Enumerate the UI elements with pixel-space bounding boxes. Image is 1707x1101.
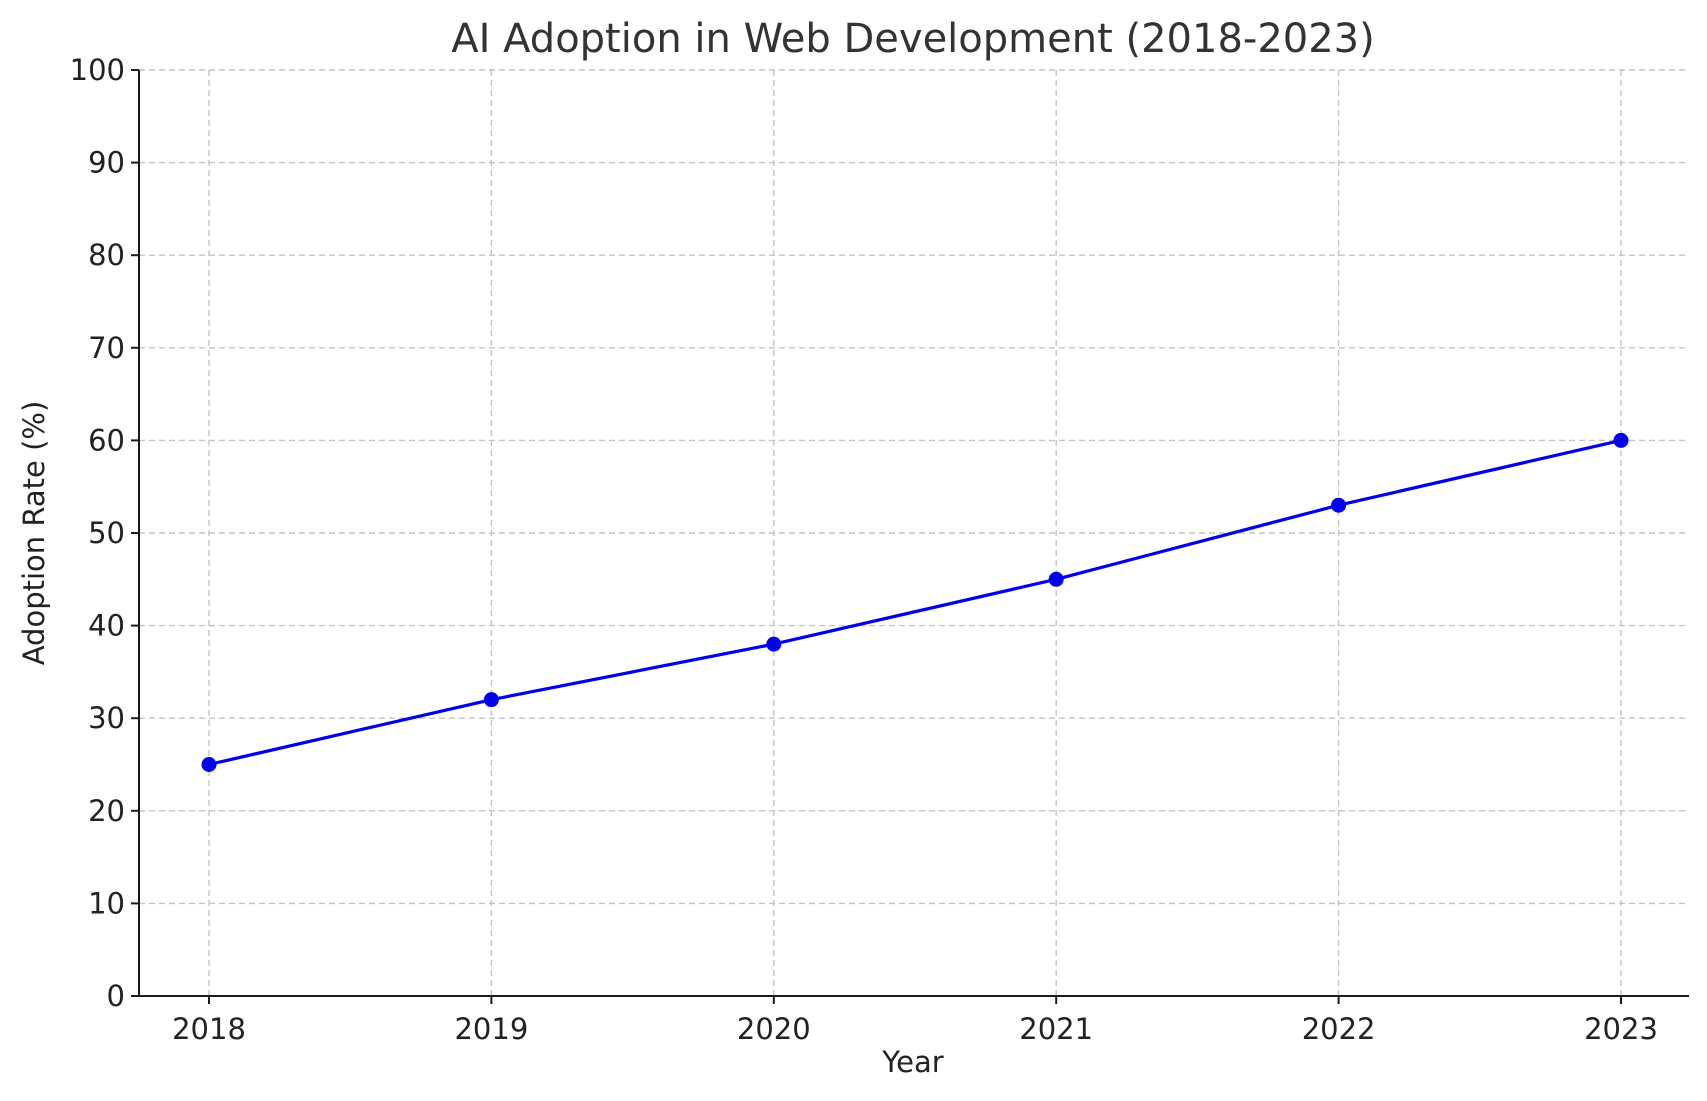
data-point	[1331, 497, 1347, 513]
x-tick-label: 2019	[454, 1012, 528, 1046]
grid	[139, 69, 1689, 997]
y-tick-label: 20	[88, 794, 125, 828]
data-point	[1048, 571, 1064, 587]
data-point	[766, 636, 782, 652]
x-axis-label: Year	[881, 1045, 943, 1079]
y-tick-label: 100	[70, 53, 125, 87]
series	[201, 432, 1629, 772]
chart-title: AI Adoption in Web Development (2018-202…	[451, 16, 1374, 62]
ticks: 0 10 20 30 40 50 60 70 80 90 100 2018 2019 2020 2021 20…	[70, 53, 1658, 1046]
x-tick-label: 2018	[172, 1012, 246, 1046]
x-tick-label: 2023	[1584, 1012, 1658, 1046]
data-point	[201, 757, 217, 772]
x-tick-label: 2021	[1019, 1012, 1093, 1046]
y-tick-label: 90	[88, 146, 125, 180]
y-tick-label: 10	[88, 886, 125, 920]
y-tick-label: 50	[88, 516, 125, 550]
y-tick-label: 70	[88, 331, 125, 365]
x-tick-label: 2022	[1302, 1012, 1376, 1046]
y-tick-label: 40	[88, 609, 125, 643]
x-tick-label: 2020	[737, 1012, 811, 1046]
data-point	[1613, 432, 1629, 448]
y-tick-label: 30	[88, 701, 125, 735]
y-tick-label: 0	[107, 979, 125, 1013]
y-tick-label: 60	[88, 423, 125, 457]
series-line	[208, 438, 1622, 767]
y-axis-label: Adoption Rate (%)	[17, 401, 51, 666]
data-point	[483, 692, 499, 708]
y-tick-label: 80	[88, 238, 125, 272]
